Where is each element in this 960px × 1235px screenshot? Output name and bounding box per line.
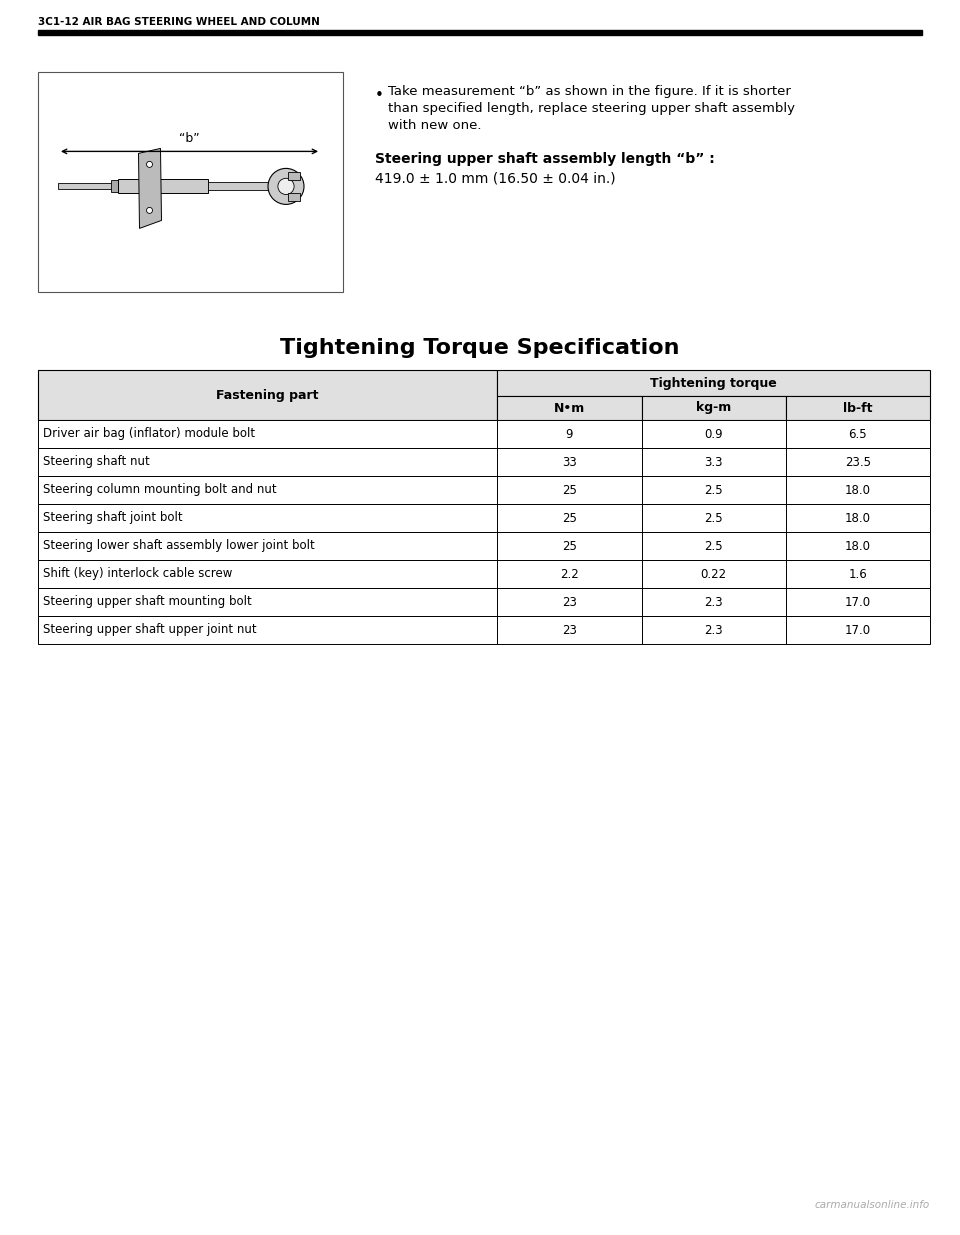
Bar: [786, 559, 930, 588]
Bar: [38, 588, 497, 616]
Bar: [641, 396, 786, 420]
Text: Steering shaft joint bolt: Steering shaft joint bolt: [43, 511, 182, 525]
Bar: [641, 588, 786, 616]
Text: 1.6: 1.6: [849, 568, 867, 580]
Bar: [786, 588, 930, 616]
Bar: [288, 193, 300, 201]
Text: 419.0 ± 1.0 mm (16.50 ± 0.04 in.): 419.0 ± 1.0 mm (16.50 ± 0.04 in.): [375, 172, 615, 186]
Bar: [497, 448, 641, 475]
Text: Steering upper shaft assembly length “b” :: Steering upper shaft assembly length “b”…: [375, 152, 715, 165]
Circle shape: [147, 162, 153, 168]
Bar: [38, 475, 497, 504]
Bar: [786, 532, 930, 559]
Text: Driver air bag (inflator) module bolt: Driver air bag (inflator) module bolt: [43, 427, 255, 441]
Text: 2.5: 2.5: [705, 511, 723, 525]
Text: carmanualsonline.info: carmanualsonline.info: [815, 1200, 930, 1210]
Text: Steering shaft nut: Steering shaft nut: [43, 456, 150, 468]
Circle shape: [147, 207, 153, 214]
Bar: [38, 532, 497, 559]
Bar: [497, 504, 641, 532]
Text: Steering upper shaft upper joint nut: Steering upper shaft upper joint nut: [43, 624, 256, 636]
Text: N•m: N•m: [554, 401, 585, 415]
Bar: [58, 184, 113, 189]
Text: 33: 33: [563, 456, 577, 468]
Text: Shift (key) interlock cable screw: Shift (key) interlock cable screw: [43, 568, 232, 580]
Bar: [786, 504, 930, 532]
Bar: [497, 475, 641, 504]
Bar: [38, 72, 343, 291]
Text: Steering upper shaft mounting bolt: Steering upper shaft mounting bolt: [43, 595, 252, 609]
Text: 0.9: 0.9: [705, 427, 723, 441]
Bar: [38, 370, 497, 420]
Text: 3.3: 3.3: [705, 456, 723, 468]
Text: Fastening part: Fastening part: [216, 389, 319, 401]
Text: 2.2: 2.2: [560, 568, 579, 580]
Text: 0.22: 0.22: [701, 568, 727, 580]
Bar: [288, 172, 300, 179]
Text: 2.3: 2.3: [705, 595, 723, 609]
Bar: [641, 475, 786, 504]
Bar: [111, 180, 119, 193]
Text: 2.3: 2.3: [705, 624, 723, 636]
Text: Take measurement “b” as shown in the figure. If it is shorter: Take measurement “b” as shown in the fig…: [388, 85, 791, 98]
Bar: [641, 504, 786, 532]
Bar: [38, 30, 922, 35]
Bar: [38, 504, 497, 532]
Bar: [786, 420, 930, 448]
Text: 18.0: 18.0: [845, 511, 871, 525]
Bar: [497, 396, 641, 420]
Text: 2.5: 2.5: [705, 540, 723, 552]
Text: Steering lower shaft assembly lower joint bolt: Steering lower shaft assembly lower join…: [43, 540, 315, 552]
Text: 6.5: 6.5: [849, 427, 867, 441]
Bar: [641, 420, 786, 448]
Text: 23.5: 23.5: [845, 456, 871, 468]
Text: 25: 25: [562, 511, 577, 525]
Bar: [641, 448, 786, 475]
Polygon shape: [138, 148, 161, 228]
Bar: [786, 448, 930, 475]
Bar: [497, 559, 641, 588]
Bar: [641, 559, 786, 588]
Circle shape: [268, 168, 304, 205]
Text: Steering column mounting bolt and nut: Steering column mounting bolt and nut: [43, 483, 276, 496]
Bar: [786, 616, 930, 643]
Bar: [38, 559, 497, 588]
Text: 25: 25: [562, 483, 577, 496]
Text: with new one.: with new one.: [388, 119, 482, 132]
Bar: [497, 370, 930, 396]
Text: 23: 23: [562, 624, 577, 636]
Circle shape: [277, 178, 294, 194]
Bar: [641, 532, 786, 559]
Bar: [786, 475, 930, 504]
Bar: [497, 616, 641, 643]
Text: Tightening Torque Specification: Tightening Torque Specification: [280, 338, 680, 358]
Bar: [786, 396, 930, 420]
Text: lb-ft: lb-ft: [843, 401, 873, 415]
Bar: [38, 616, 497, 643]
Bar: [497, 588, 641, 616]
Text: 18.0: 18.0: [845, 540, 871, 552]
Text: 9: 9: [565, 427, 573, 441]
Text: kg-m: kg-m: [696, 401, 732, 415]
Text: 17.0: 17.0: [845, 624, 871, 636]
Bar: [497, 532, 641, 559]
Text: 17.0: 17.0: [845, 595, 871, 609]
Bar: [208, 183, 268, 190]
Bar: [38, 448, 497, 475]
Text: “b”: “b”: [180, 132, 200, 146]
Text: than specified length, replace steering upper shaft assembly: than specified length, replace steering …: [388, 103, 795, 115]
Text: 2.5: 2.5: [705, 483, 723, 496]
Bar: [38, 420, 497, 448]
Bar: [497, 420, 641, 448]
Bar: [118, 179, 208, 194]
Text: 18.0: 18.0: [845, 483, 871, 496]
Text: Tightening torque: Tightening torque: [650, 377, 777, 389]
Bar: [641, 616, 786, 643]
Text: •: •: [375, 88, 384, 103]
Text: 25: 25: [562, 540, 577, 552]
Text: 3C1-12 AIR BAG STEERING WHEEL AND COLUMN: 3C1-12 AIR BAG STEERING WHEEL AND COLUMN: [38, 17, 320, 27]
Text: 23: 23: [562, 595, 577, 609]
